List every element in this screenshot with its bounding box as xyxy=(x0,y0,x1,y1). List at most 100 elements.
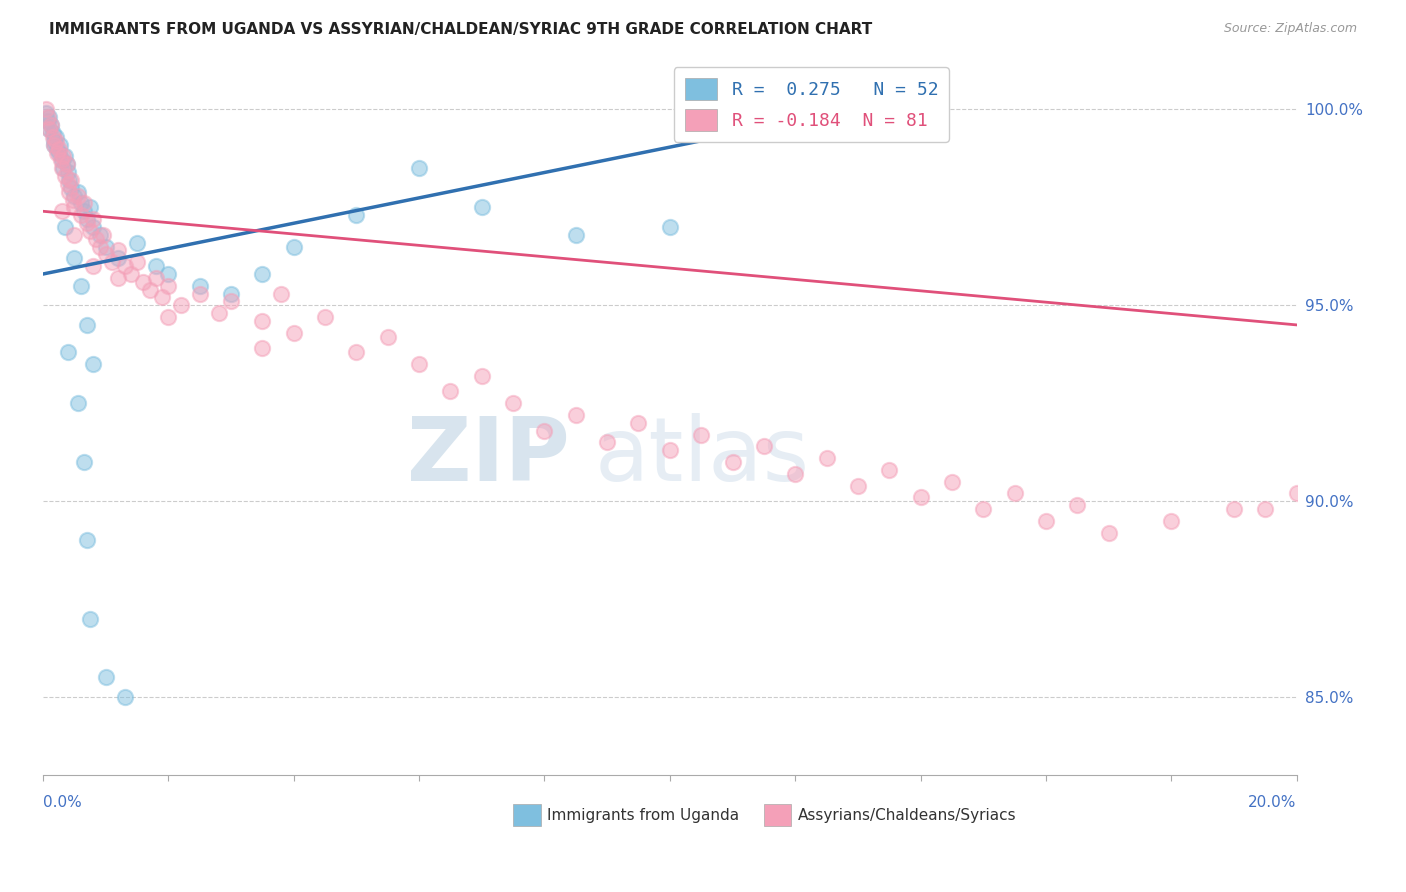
Point xyxy=(107,244,129,258)
Point xyxy=(41,129,63,144)
Point xyxy=(138,283,160,297)
Point xyxy=(145,271,167,285)
Point xyxy=(73,196,96,211)
Point xyxy=(1285,486,1308,500)
Point xyxy=(120,267,142,281)
Point xyxy=(69,278,91,293)
Point xyxy=(565,227,588,242)
Point xyxy=(94,239,117,253)
Point xyxy=(170,298,193,312)
Point xyxy=(127,235,149,250)
Point xyxy=(785,467,807,481)
Point xyxy=(60,181,83,195)
Point xyxy=(219,286,242,301)
Point xyxy=(283,239,305,253)
Point xyxy=(1066,498,1088,512)
Point xyxy=(101,255,124,269)
Point xyxy=(94,670,117,684)
Point xyxy=(79,612,101,626)
Point xyxy=(56,177,79,191)
Point xyxy=(66,188,89,202)
Point xyxy=(270,286,292,301)
Point xyxy=(132,275,155,289)
Point xyxy=(76,318,98,332)
Point xyxy=(53,149,76,163)
Text: Source: ZipAtlas.com: Source: ZipAtlas.com xyxy=(1223,22,1357,36)
Point xyxy=(45,129,67,144)
Point xyxy=(52,161,75,176)
Point xyxy=(86,232,108,246)
Point xyxy=(35,103,58,117)
Point xyxy=(51,153,73,168)
Point xyxy=(41,126,63,140)
Point xyxy=(658,443,681,458)
Point xyxy=(63,252,86,266)
Point xyxy=(66,185,89,199)
Point xyxy=(815,451,838,466)
FancyBboxPatch shape xyxy=(763,805,792,826)
Point xyxy=(207,306,229,320)
Point xyxy=(56,157,79,171)
Point xyxy=(76,216,98,230)
Point xyxy=(45,142,67,156)
Point xyxy=(38,110,60,124)
Point xyxy=(63,227,86,242)
FancyBboxPatch shape xyxy=(513,805,541,826)
Point xyxy=(49,153,72,168)
Text: ZIP: ZIP xyxy=(406,413,569,500)
Point xyxy=(69,196,91,211)
Text: atlas: atlas xyxy=(595,413,810,500)
Point xyxy=(76,212,98,227)
Point xyxy=(690,427,713,442)
Point xyxy=(145,259,167,273)
Point xyxy=(56,165,79,179)
Point xyxy=(150,290,173,304)
Point xyxy=(76,533,98,548)
Point xyxy=(565,408,588,422)
Point xyxy=(377,329,399,343)
Point xyxy=(752,439,775,453)
Point xyxy=(35,106,58,120)
Point xyxy=(58,185,80,199)
Point xyxy=(49,137,72,152)
Point xyxy=(38,122,60,136)
Text: 20.0%: 20.0% xyxy=(1249,795,1296,810)
Legend: R =  0.275   N = 52, R = -0.184  N = 81: R = 0.275 N = 52, R = -0.184 N = 81 xyxy=(673,67,949,142)
Point xyxy=(252,267,274,281)
Point xyxy=(533,424,555,438)
Point xyxy=(157,278,180,293)
Point xyxy=(56,157,79,171)
Point xyxy=(107,252,129,266)
Point xyxy=(1223,502,1246,516)
Point xyxy=(51,204,73,219)
Point xyxy=(157,267,180,281)
Point xyxy=(44,137,66,152)
Point xyxy=(42,134,65,148)
Point xyxy=(94,247,117,261)
Point xyxy=(42,137,65,152)
Point xyxy=(73,204,96,219)
Point xyxy=(157,310,180,324)
Point xyxy=(941,475,963,489)
Point xyxy=(346,208,368,222)
Point xyxy=(62,193,84,207)
Point xyxy=(1097,525,1119,540)
Point xyxy=(51,161,73,176)
Point xyxy=(877,463,900,477)
Point xyxy=(439,384,461,399)
Point xyxy=(89,227,111,242)
Point xyxy=(37,114,59,128)
Point xyxy=(346,345,368,359)
Point xyxy=(91,227,114,242)
Point xyxy=(219,294,242,309)
Point xyxy=(471,200,494,214)
Point xyxy=(1160,514,1182,528)
Point xyxy=(38,122,60,136)
Point xyxy=(314,310,336,324)
Point xyxy=(114,259,136,273)
Text: Immigrants from Uganda: Immigrants from Uganda xyxy=(547,808,740,822)
Point xyxy=(52,149,75,163)
Point xyxy=(188,278,211,293)
Point xyxy=(63,188,86,202)
Point xyxy=(107,271,129,285)
